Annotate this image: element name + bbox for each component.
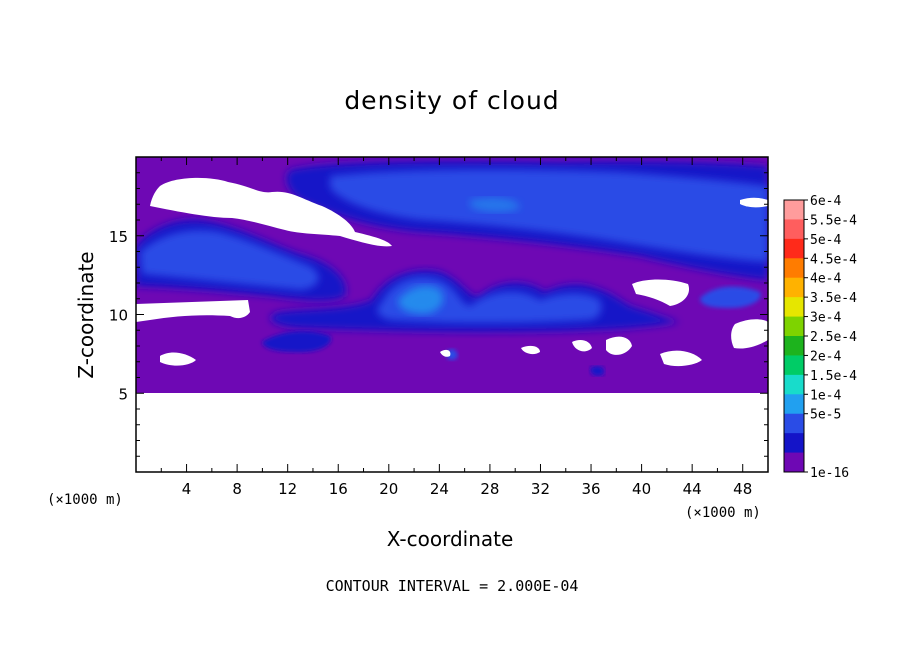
field-clear-areas [136,177,768,367]
colorbar-label: 5.5e-4 [810,213,857,228]
colorbar-swatch [784,355,804,376]
colorbar-label: 1.5e-4 [810,369,857,384]
colorbar-label: 4.5e-4 [810,252,857,267]
colorbar-label: 2.5e-4 [810,330,857,345]
field-no-data [136,393,768,472]
colorbar-label: 1e-16 [810,466,849,481]
cloud-patches-low [262,331,605,376]
colorbar-swatch [784,394,804,415]
x-tick-label: 4 [182,480,192,498]
x-tick-label: 36 [581,480,600,498]
x-axis-label: X-coordinate [386,527,514,551]
colorbar-label: 5e-4 [810,233,841,248]
colorbar: 6e-4 5.5e-4 5e-4 4.5e-4 4e-4 3.5e-4 3e-4 2.5e-4… [783,194,857,481]
x-tick-label: 20 [379,480,398,498]
y-unit-label: (×1000 m) [47,492,123,508]
x-tick-label: 24 [430,480,449,498]
colorbar-label: 6e-4 [810,194,841,209]
y-tick-label: 15 [109,228,128,246]
chart-title: density of cloud [344,86,560,115]
colorbar-swatch [784,297,804,318]
colorbar-swatch [784,219,804,240]
colorbar-swatch [784,200,804,220]
y-axis-label: Z-coordinate [74,251,98,379]
colorbar-swatch [784,413,804,434]
cloud-band-left [136,219,346,301]
contour-interval-note: CONTOUR INTERVAL = 2.000E-04 [325,577,579,595]
x-unit-label: (×1000 m) [685,505,761,521]
colorbar-label: 3.5e-4 [810,291,857,306]
cloud-density-field [136,157,768,472]
cloud-band-lower [270,270,761,332]
x-ticks: 4 8 12 16 20 24 28 32 36 40 44 48 [160,157,752,498]
cloud-band-upper [286,160,768,280]
colorbar-swatch [784,433,804,454]
colorbar-swatch [784,277,804,298]
colorbar-label: 3e-4 [810,311,841,326]
colorbar-swatch [784,452,804,473]
colorbar-swatch [784,238,804,259]
colorbar-swatch [784,374,804,395]
x-tick-label: 32 [531,480,550,498]
colorbar-swatch [784,316,804,337]
y-ticks: 5 10 15 [109,172,768,457]
x-tick-label: 48 [733,480,752,498]
x-tick-label: 8 [232,480,242,498]
colorbar-label: 2e-4 [810,349,841,364]
colorbar-swatch [784,258,804,279]
colorbar-label: 1e-4 [810,388,841,403]
x-tick-label: 28 [480,480,499,498]
x-tick-label: 12 [278,480,297,498]
y-tick-label: 5 [118,385,128,403]
x-tick-label: 16 [329,480,348,498]
x-tick-label: 40 [632,480,651,498]
x-tick-label: 44 [683,480,702,498]
colorbar-swatch [784,336,804,356]
colorbar-label: 4e-4 [810,272,841,287]
y-tick-label: 10 [109,307,128,325]
colorbar-label: 5e-5 [810,408,841,423]
